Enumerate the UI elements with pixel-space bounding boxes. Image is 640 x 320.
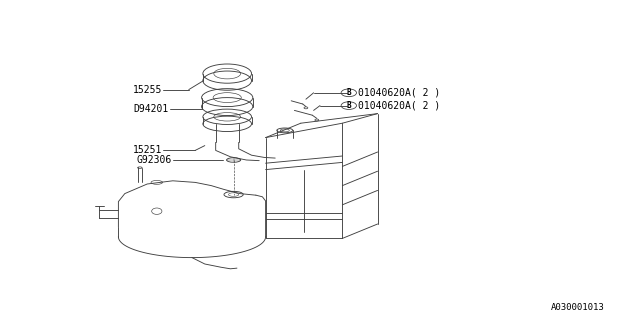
Text: B: B	[346, 101, 351, 110]
Text: D94201: D94201	[133, 104, 168, 114]
Text: 15255: 15255	[132, 84, 162, 95]
Text: G92306: G92306	[136, 155, 172, 165]
Text: 01040620A( 2 ): 01040620A( 2 )	[358, 88, 441, 98]
Text: A030001013: A030001013	[551, 303, 605, 312]
Text: 15251: 15251	[132, 145, 162, 156]
Text: 01040620A( 2 ): 01040620A( 2 )	[358, 100, 441, 111]
Text: B: B	[346, 88, 351, 97]
